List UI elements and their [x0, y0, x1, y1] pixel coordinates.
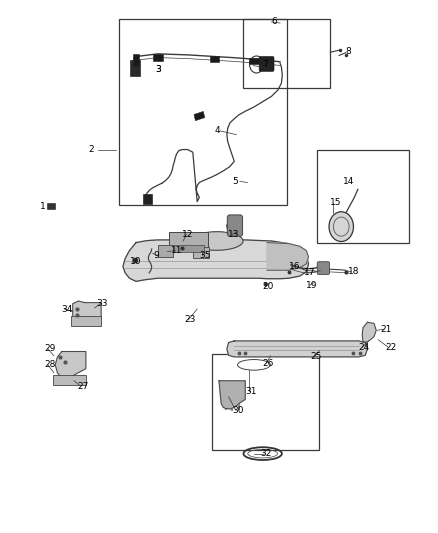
Bar — [210, 56, 219, 62]
Bar — [71, 317, 101, 326]
Text: 21: 21 — [381, 325, 392, 334]
Bar — [194, 111, 205, 120]
Bar — [173, 245, 204, 252]
Text: 32: 32 — [261, 449, 272, 458]
Bar — [169, 232, 208, 248]
Text: 34: 34 — [61, 304, 72, 313]
FancyBboxPatch shape — [259, 56, 274, 71]
Bar — [53, 375, 86, 384]
Text: 16: 16 — [289, 262, 300, 271]
Bar — [119, 19, 287, 205]
Polygon shape — [227, 341, 367, 357]
Text: 18: 18 — [348, 268, 359, 276]
Text: 7: 7 — [263, 60, 268, 69]
Text: 5: 5 — [232, 177, 238, 186]
Text: 6: 6 — [272, 18, 277, 27]
Text: 26: 26 — [263, 359, 274, 368]
Bar — [212, 354, 319, 450]
Bar — [47, 203, 55, 209]
Text: 30: 30 — [232, 406, 244, 415]
Text: 15: 15 — [330, 198, 342, 207]
Text: 8: 8 — [346, 47, 351, 55]
Polygon shape — [55, 352, 86, 378]
Text: 17: 17 — [304, 269, 316, 277]
Text: 2: 2 — [88, 145, 94, 154]
Text: 29: 29 — [44, 344, 56, 353]
Text: 3: 3 — [155, 66, 162, 74]
Text: 9: 9 — [153, 252, 159, 260]
Polygon shape — [123, 240, 308, 281]
Text: 20: 20 — [263, 281, 274, 290]
Text: 10: 10 — [130, 257, 141, 265]
Polygon shape — [267, 243, 308, 270]
Polygon shape — [362, 322, 376, 342]
FancyBboxPatch shape — [317, 262, 329, 274]
Polygon shape — [73, 301, 101, 325]
Bar — [317, 150, 409, 243]
Text: 14: 14 — [343, 177, 355, 186]
Text: 11: 11 — [171, 246, 183, 255]
Polygon shape — [219, 381, 245, 409]
Text: 3: 3 — [155, 66, 162, 74]
Text: 25: 25 — [311, 352, 322, 361]
Text: 4: 4 — [215, 126, 220, 135]
Text: 35: 35 — [199, 252, 211, 260]
Ellipse shape — [191, 232, 243, 251]
Text: 24: 24 — [359, 343, 370, 352]
Bar — [193, 247, 209, 258]
Text: 23: 23 — [184, 315, 195, 324]
Text: 13: 13 — [228, 230, 239, 239]
Circle shape — [329, 212, 353, 241]
Bar — [158, 245, 173, 257]
Text: 27: 27 — [77, 382, 88, 391]
Text: 19: 19 — [306, 280, 318, 289]
Text: 22: 22 — [385, 343, 396, 352]
Bar — [131, 60, 140, 76]
Bar — [143, 194, 152, 204]
Bar — [249, 58, 259, 64]
FancyBboxPatch shape — [227, 215, 243, 236]
Text: 12: 12 — [182, 230, 193, 239]
Bar — [243, 19, 330, 88]
Text: 28: 28 — [44, 360, 56, 369]
Text: 1: 1 — [40, 202, 46, 211]
Bar — [134, 54, 139, 66]
Bar — [153, 54, 162, 61]
Text: 31: 31 — [245, 387, 257, 396]
Text: 33: 33 — [97, 299, 108, 308]
